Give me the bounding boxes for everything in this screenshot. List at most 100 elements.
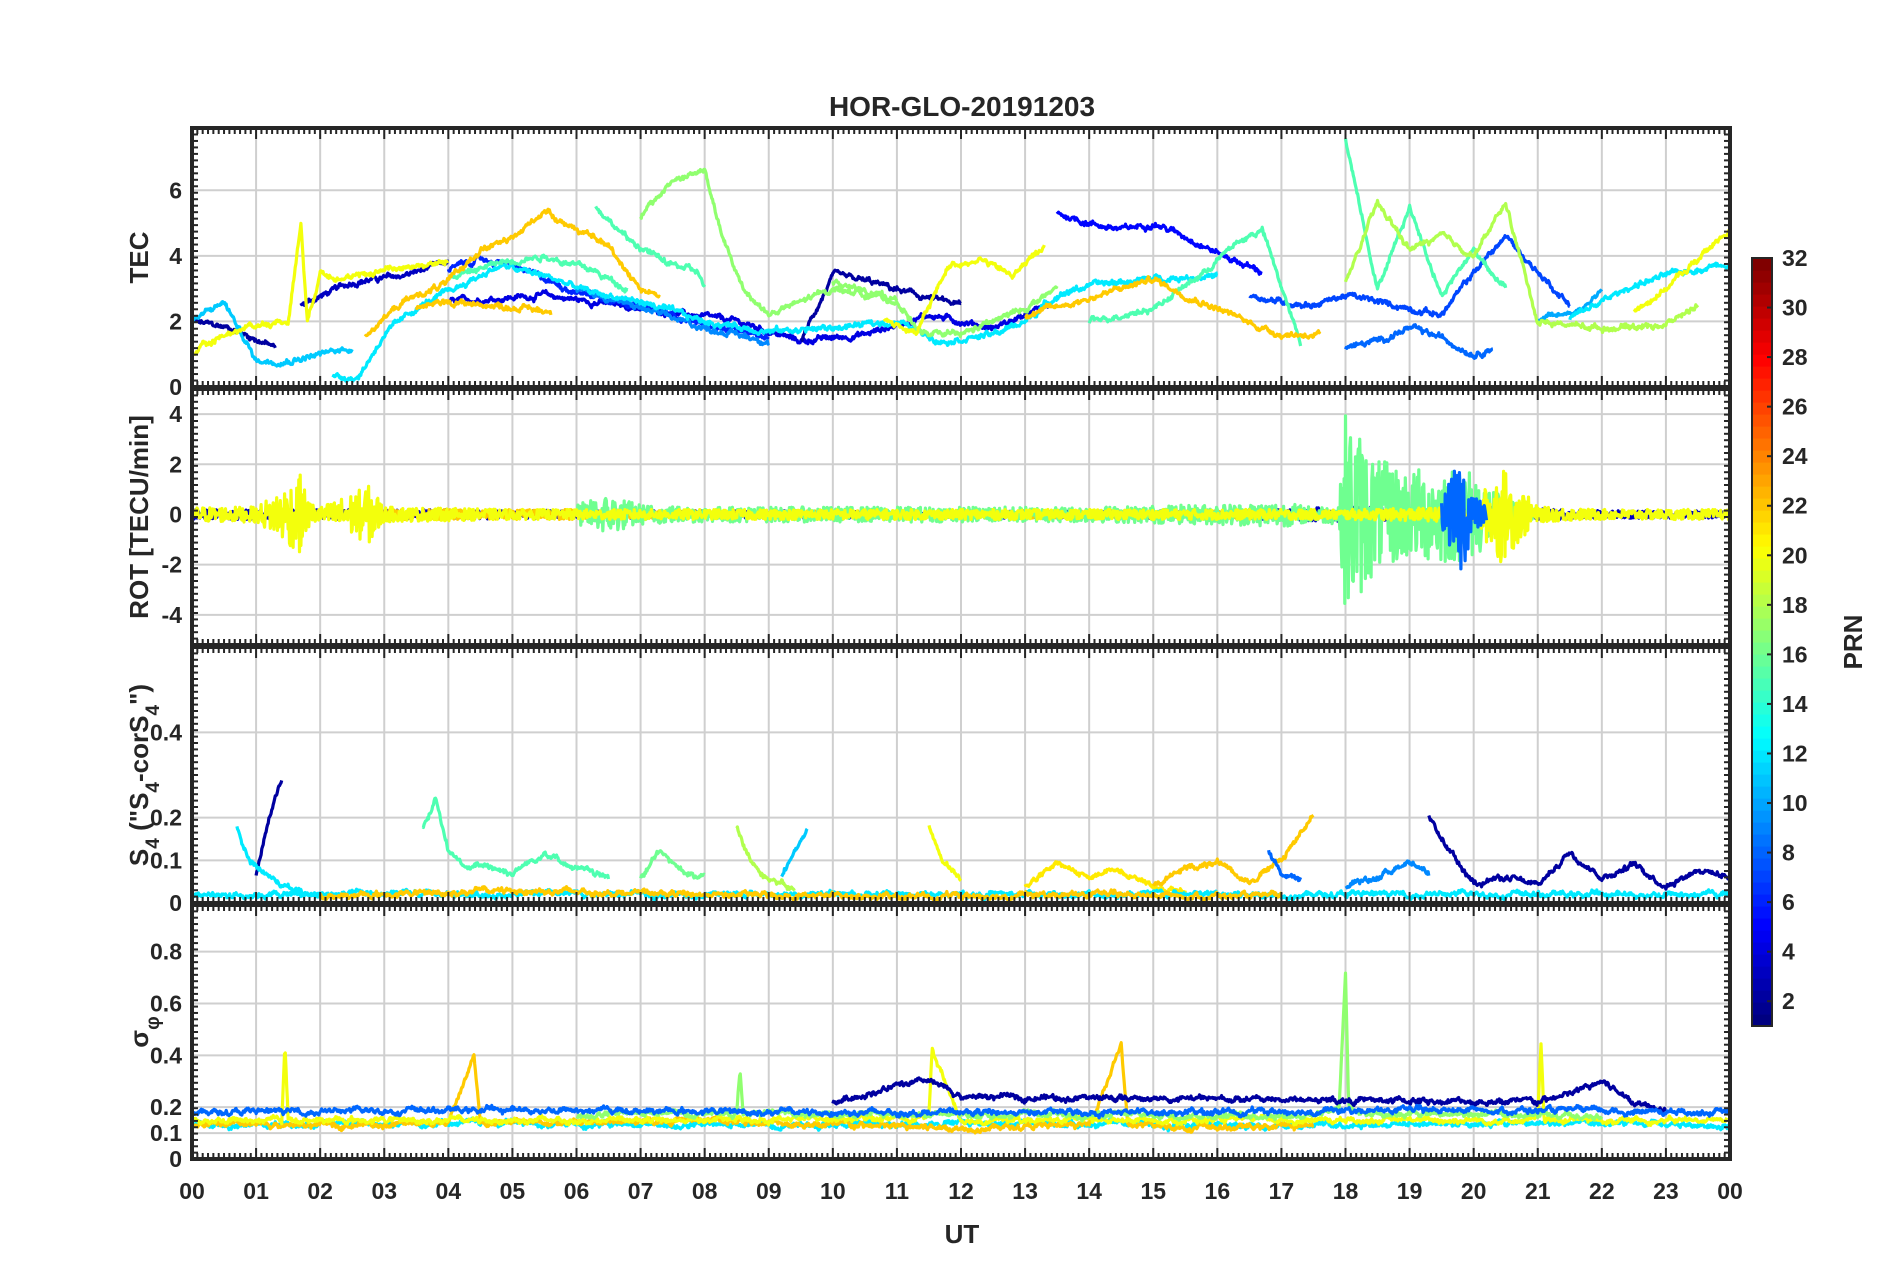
colorbar-step [1752,474,1772,487]
series-prn-22-24 [414,298,553,316]
x-tick-label: 05 [500,1178,526,1204]
grid-s4 [192,647,1730,903]
colorbar-tick-label: 20 [1782,542,1808,568]
y-axis-label-tec: TEC [124,231,154,283]
colorbar-tick-label: 32 [1782,245,1808,271]
x-tick-label: 10 [820,1178,846,1204]
colorbar-step [1752,750,1772,763]
series-prn-8-5 [192,1103,1730,1120]
colorbar-step [1752,342,1772,355]
series-prn-18-4 [735,825,796,892]
colorbar-step [1752,438,1772,451]
y-tick-label: 0.2 [150,805,182,831]
colorbar-step [1752,870,1772,883]
y-tick-label: 0.6 [150,990,182,1016]
frame-sigma_phi [190,903,1732,1161]
colorbar-step [1752,786,1772,799]
colorbar-step [1752,486,1772,499]
series-prn-10-9 [1536,288,1604,323]
series-prn-12-11 [331,262,1219,383]
colorbar-step [1752,678,1772,691]
colorbar-step [1752,990,1772,1003]
series-prn-12-12 [1568,261,1730,321]
colorbar-step [1752,834,1772,847]
x-tick-label: 12 [948,1178,974,1204]
colorbar-step [1752,882,1772,895]
colorbar-tick-label: 18 [1782,592,1808,618]
y-tick-label: 0.8 [150,939,182,965]
colorbar-step [1752,1014,1772,1027]
colorbar-step [1752,534,1772,547]
colorbar-step [1752,258,1772,271]
series-prn-18-19 [1343,198,1700,335]
y-tick-label: 0.4 [150,1042,182,1068]
colorbar-step [1752,282,1772,295]
series-prn-15-15 [1087,225,1303,347]
colorbar-tick-label: 30 [1782,295,1808,321]
x-tick-label: 06 [564,1178,590,1204]
series-prn-11-5 [780,827,809,878]
y-axis-label-sigma_phi: σφ [124,1016,164,1047]
series-prn-22-25 [1024,275,1322,341]
y-tick-label: 0.1 [150,847,182,873]
colorbar-step [1752,654,1772,667]
y-tick-label: 0 [169,890,182,916]
colorbar-step [1752,702,1772,715]
series-prn-17-18 [831,278,1059,339]
colorbar-tick-label: 6 [1782,889,1795,915]
y-axis-label-rot: ROT [TECU/min] [124,415,154,619]
series-prn-11-10 [192,300,354,368]
colorbar-tick-label: 4 [1782,939,1795,965]
chart-title: HOR-GLO-20191203 [829,91,1095,122]
colorbar-step [1752,762,1772,775]
colorbar-step [1752,774,1772,787]
series-prn-16-3 [639,849,706,880]
colorbar-step [1752,498,1772,511]
x-tick-label: 18 [1333,1178,1359,1204]
x-tick-label: 23 [1653,1178,1679,1204]
series-prn-15-13 [447,253,629,294]
colorbar-step [1752,666,1772,679]
colorbar-step [1752,978,1772,991]
colorbar-step [1752,318,1772,331]
x-tick-label: 03 [371,1178,397,1204]
colorbar-tick-label: 24 [1782,443,1808,469]
y-tick-label: 0.4 [150,719,182,745]
y-tick-label: 0 [169,501,182,527]
colorbar-step [1752,294,1772,307]
colorbar-step [1752,402,1772,415]
series-prn-22-13 [318,885,1283,903]
x-tick-label: 08 [692,1178,718,1204]
series-prn-15-2 [421,796,611,880]
series-prn-9-10 [1344,859,1431,890]
x-tick-label: 07 [628,1178,654,1204]
colorbar-step [1752,930,1772,943]
colorbar-step [1752,414,1772,427]
panel-tec: 0 2 4 6 TEC [124,126,1732,400]
colorbar-step [1752,570,1772,583]
colorbar-step [1752,630,1772,643]
series-prn-20-22 [1632,228,1730,313]
colorbar-step [1752,450,1772,463]
colorbar-step [1752,462,1772,475]
x-tick-label: 01 [243,1178,269,1204]
colorbar-tick-label: 14 [1782,691,1808,717]
colorbar-step [1752,894,1772,907]
colorbar-step [1752,594,1772,607]
x-tick-label: 02 [307,1178,333,1204]
series-sigma_phi [192,971,1730,1135]
colorbar-label: PRN [1838,615,1868,670]
series-s4 [192,779,1730,903]
x-tick-label: 21 [1525,1178,1551,1204]
x-tick-label: 00 [179,1178,205,1204]
series-prn-20-6 [927,825,963,882]
colorbar-step [1752,858,1772,871]
x-tick-label: 19 [1397,1178,1423,1204]
series-prn-4-2 [447,289,1052,346]
series-prn-22-23 [363,207,662,338]
colorbar-step [1752,690,1772,703]
series-prn-20-21 [882,244,1046,336]
series-rot [192,414,1730,605]
